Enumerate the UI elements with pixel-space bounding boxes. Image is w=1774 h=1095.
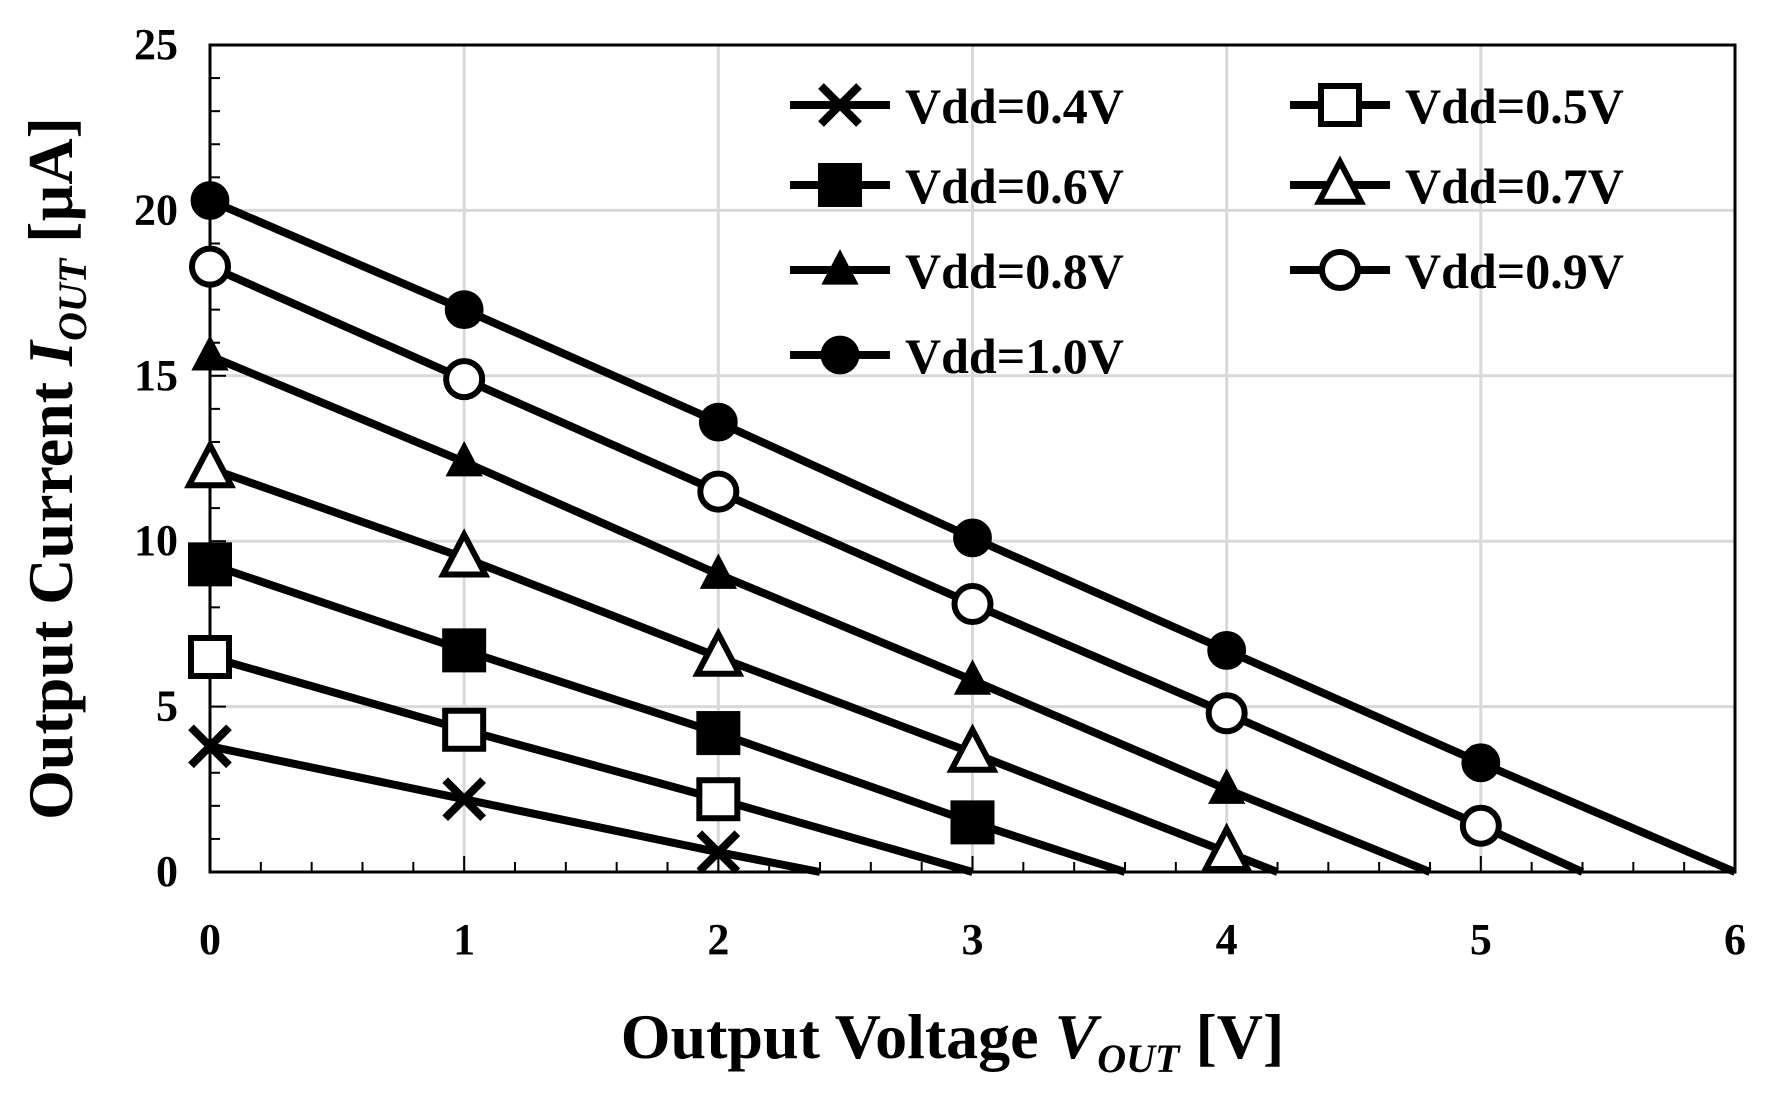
series-0-line — [209, 742, 821, 876]
series-3 — [184, 438, 1279, 876]
series-6-point-0 — [190, 181, 230, 220]
series-5-point-1 — [443, 358, 486, 401]
y-axis-title-var: I — [15, 339, 86, 367]
legend-label-6: Vdd=1.0V — [905, 328, 1124, 384]
legend-marker-2 — [818, 163, 862, 207]
legend-item-0: Vdd=0.4V — [790, 78, 1124, 134]
series-4-line — [208, 352, 1432, 876]
series-3-point-0 — [184, 438, 236, 489]
series-0-point-0 — [188, 724, 232, 769]
y-tick-label-4: 20 — [134, 185, 178, 234]
series-5-point-5 — [1459, 804, 1502, 847]
series-2-point-0 — [188, 542, 232, 587]
series-2-point-2 — [696, 711, 741, 756]
series-1-point-2 — [696, 777, 741, 822]
legend-item-5: Vdd=0.9V — [1290, 243, 1624, 299]
x-tick-label-4: 4 — [1216, 915, 1238, 964]
legend-item-1: Vdd=0.5V — [1290, 78, 1624, 134]
series-2-point-3 — [950, 800, 995, 845]
y-tick-label-2: 10 — [134, 516, 178, 565]
series-6 — [190, 181, 1737, 876]
legend-label-3: Vdd=0.7V — [1405, 158, 1624, 214]
legend-marker-6 — [820, 335, 860, 375]
legend-item-6: Vdd=1.0V — [790, 328, 1124, 384]
series-1-point-0 — [188, 634, 232, 679]
series-4-point-0 — [191, 335, 229, 371]
legend-marker-1 — [1318, 83, 1362, 127]
x-axis-title: Output Voltage VOUT [V] — [621, 1001, 1285, 1081]
legend-label-2: Vdd=0.6V — [905, 158, 1124, 214]
x-tick-label-0: 0 — [199, 915, 221, 964]
series-1 — [188, 634, 974, 876]
legend-item-3: Vdd=0.7V — [1290, 155, 1624, 214]
x-axis-title-unit: [V] — [1179, 1001, 1284, 1072]
series-4-point-3 — [953, 659, 992, 695]
series-4-point-4 — [1208, 768, 1246, 804]
series-4-point-1 — [445, 440, 483, 477]
x-axis-title-main: Output Voltage — [621, 1001, 1055, 1072]
y-tick-label-3: 15 — [134, 351, 178, 400]
legend-marker-3 — [1314, 155, 1366, 205]
series-6-point-3 — [953, 518, 992, 558]
series-1-point-1 — [442, 707, 487, 752]
legend-item-2: Vdd=0.6V — [790, 158, 1124, 214]
y-axis-title: Output Current IOUT [µA] — [15, 117, 95, 820]
series-6-point-5 — [1461, 743, 1501, 783]
y-tick-label-5: 25 — [134, 20, 178, 69]
series-6-point-2 — [698, 402, 738, 442]
x-tick-label-2: 2 — [707, 915, 729, 964]
series-5-point-3 — [951, 583, 994, 626]
series-0-point-2 — [696, 830, 741, 874]
tick-labels: 0 1 2 3 4 5 6 0 5 10 15 20 25 — [134, 20, 1746, 964]
series-3-point-1 — [438, 528, 491, 578]
series-group — [184, 181, 1737, 876]
legend-item-4: Vdd=0.8V — [790, 243, 1124, 299]
series-5-point-4 — [1205, 692, 1248, 735]
x-axis-title-sub: OUT — [1097, 1036, 1181, 1081]
series-5 — [189, 245, 1585, 876]
legend-marker-4 — [821, 249, 859, 285]
series-5-point-2 — [697, 470, 740, 513]
series-5-point-0 — [189, 245, 231, 288]
series-1-line — [208, 653, 974, 876]
y-axis-title-main: Output Current — [15, 366, 86, 820]
x-tick-label-1: 1 — [453, 915, 475, 964]
legend-marker-5 — [1319, 249, 1361, 291]
series-3-point-3 — [946, 723, 999, 773]
y-tick-label-0: 0 — [156, 847, 178, 896]
legend: Vdd=0.4V Vdd=0.5V Vdd=0.6V Vdd=0.7V Vdd=0.8V… — [790, 78, 1624, 384]
x-tick-label-6: 6 — [1724, 915, 1746, 964]
x-tick-label-3: 3 — [962, 915, 984, 964]
legend-label-4: Vdd=0.8V — [905, 243, 1124, 299]
legend-label-1: Vdd=0.5V — [1405, 78, 1624, 134]
series-4 — [191, 335, 1432, 876]
y-tick-label-1: 5 — [156, 682, 178, 731]
y-axis-title-unit: [µA] — [15, 117, 86, 259]
x-axis-title-var: V — [1055, 1001, 1103, 1072]
series-2 — [188, 542, 1127, 876]
series-0 — [188, 724, 821, 876]
legend-marker-0 — [818, 83, 862, 127]
series-2-point-1 — [442, 628, 487, 673]
legend-label-0: Vdd=0.4V — [905, 78, 1124, 134]
legend-label-5: Vdd=0.9V — [1405, 243, 1624, 299]
series-3-point-2 — [692, 627, 745, 677]
series-4-point-2 — [699, 553, 737, 589]
series-3-point-4 — [1200, 822, 1253, 872]
series-6-point-4 — [1207, 630, 1247, 670]
series-0-point-1 — [442, 777, 486, 822]
y-axis-title-sub: OUT — [50, 257, 95, 341]
x-tick-label-5: 5 — [1470, 915, 1492, 964]
series-6-point-1 — [444, 290, 484, 330]
